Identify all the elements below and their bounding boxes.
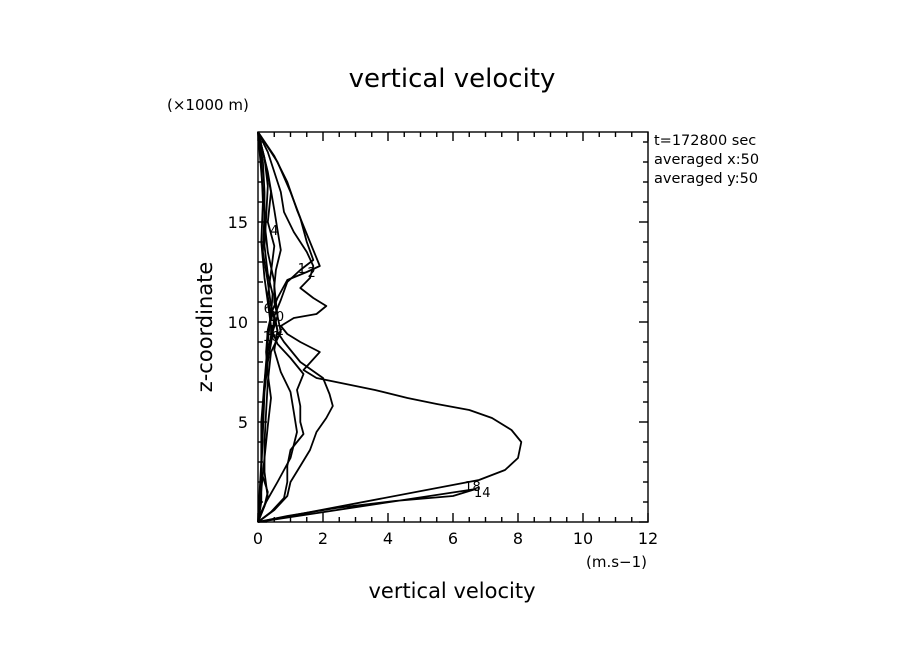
x-axis-label: vertical velocity (368, 579, 535, 603)
info-line-2: averaged x:50 (654, 152, 759, 168)
x-tick-label: 8 (513, 529, 523, 548)
y-tick-label: 5 (238, 413, 248, 432)
series-label: 6 (264, 302, 272, 317)
x-tick-label: 2 (318, 529, 328, 548)
series-line (257, 131, 523, 523)
y-tick-label: 15 (228, 213, 248, 232)
chart-title: vertical velocity (349, 64, 556, 94)
y-axis-label: z-coordinate (193, 262, 217, 393)
series-line (257, 131, 282, 523)
x-unit-label: (m.s−1) (586, 553, 647, 571)
series-label: 4 (270, 224, 278, 239)
x-tick-label: 12 (638, 529, 658, 548)
x-tick-label: 4 (383, 529, 393, 548)
info-line-1: t=172800 sec (654, 133, 756, 149)
series-label: 10 (268, 310, 285, 325)
series-line (257, 131, 315, 523)
info-line-3: averaged y:50 (654, 171, 758, 187)
series-line (257, 131, 334, 523)
series-label: 2 (307, 266, 315, 281)
series-line (257, 488, 477, 523)
x-tick-label: 6 (448, 529, 458, 548)
series-label: 16 (263, 330, 280, 345)
plot-frame (257, 131, 649, 523)
y-unit-label: (×1000 m) (167, 96, 249, 114)
series-label: 8 (268, 310, 276, 325)
series-line (257, 131, 272, 523)
series-line (257, 131, 305, 523)
series-line (257, 131, 274, 523)
y-tick-label: 10 (228, 313, 248, 332)
series-label: 14 (474, 486, 491, 501)
x-tick-label: 10 (573, 529, 593, 548)
x-tick-label: 0 (253, 529, 263, 548)
